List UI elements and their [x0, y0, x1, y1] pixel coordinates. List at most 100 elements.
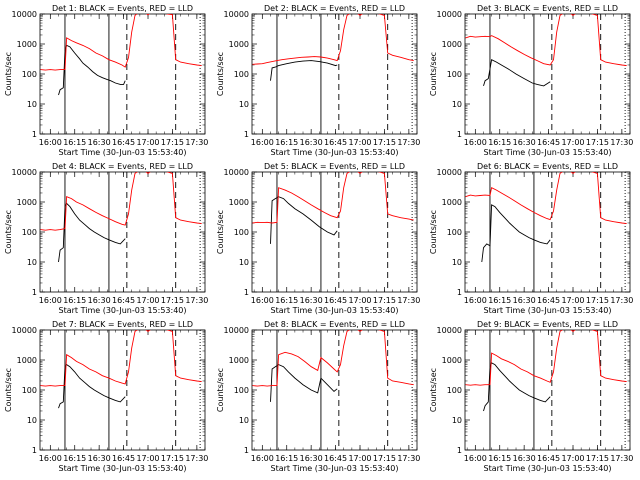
- y-tick-label: 10000: [12, 10, 37, 19]
- x-tick-label: 16:15: [63, 296, 86, 305]
- panel-title: Det 2: BLACK = Events, RED = LLD: [264, 4, 405, 13]
- x-tick-label: 16:30: [300, 138, 323, 147]
- plot-data: [252, 14, 414, 81]
- x-tick-label: 17:15: [586, 454, 609, 463]
- y-axis-label: Counts/sec: [429, 368, 438, 412]
- panel-title: Det 9: BLACK = Events, RED = LLD: [477, 320, 618, 329]
- x-tick-label: 17:00: [136, 296, 159, 305]
- series-line-lld: [465, 14, 627, 67]
- y-tick-label: 10000: [224, 168, 249, 177]
- x-tick-label: 16:00: [39, 296, 62, 305]
- x-tick-label: 16:15: [63, 138, 86, 147]
- y-tick-label: 10000: [224, 10, 249, 19]
- y-tick-label: 100: [234, 386, 249, 395]
- y-axis-label: Counts/sec: [429, 210, 438, 254]
- detector-panel-4: 1 10 100 1000 10000 16:00 16:15 16:30 16:45 17:00…: [4, 162, 208, 315]
- y-tick-label: 1: [457, 446, 462, 455]
- y-tick-label: 10: [452, 416, 462, 425]
- y-tick-label: 1: [457, 288, 462, 297]
- y-tick-label: 1: [244, 446, 249, 455]
- x-tick-label: 16:15: [275, 138, 298, 147]
- y-tick-label: 10000: [437, 326, 462, 335]
- x-tick-label: 17:30: [610, 296, 633, 305]
- x-tick-label: 16:30: [300, 454, 323, 463]
- x-tick-label: 17:30: [397, 296, 420, 305]
- x-axis-label: Start Time (30-Jun-03 15:53:40): [271, 148, 399, 157]
- series-line-lld: [252, 14, 414, 65]
- plot-data: [40, 14, 202, 96]
- detector-panel-6: 1 10 100 1000 10000 16:00 16:15 16:30 16:45 17:00…: [429, 162, 633, 315]
- y-tick-label: 10: [27, 100, 37, 109]
- x-tick-label: 17:00: [136, 138, 159, 147]
- y-tick-label: 10: [239, 416, 249, 425]
- y-tick-label: 1: [32, 288, 37, 297]
- x-tick-label: 16:15: [488, 296, 511, 305]
- y-tick-label: 10000: [437, 10, 462, 19]
- plot-data: [465, 14, 627, 87]
- x-axis-label: Start Time (30-Jun-03 15:53:40): [484, 148, 612, 157]
- x-tick-label: 17:00: [561, 454, 584, 463]
- y-tick-label: 10000: [437, 168, 462, 177]
- y-tick-label: 1000: [442, 356, 462, 365]
- series-line-events: [58, 44, 126, 96]
- y-tick-label: 100: [22, 228, 37, 237]
- x-tick-label: 17:30: [185, 296, 208, 305]
- x-axis-label: Start Time (30-Jun-03 15:53:40): [484, 464, 612, 473]
- x-tick-label: 16:45: [537, 454, 560, 463]
- x-tick-label: 16:00: [464, 138, 487, 147]
- x-axis-label: Start Time (30-Jun-03 15:53:40): [484, 306, 612, 315]
- panel-title: Det 4: BLACK = Events, RED = LLD: [52, 162, 193, 171]
- panel-title: Det 7: BLACK = Events, RED = LLD: [52, 320, 193, 329]
- x-tick-label: 16:45: [112, 296, 135, 305]
- series-line-events: [270, 196, 338, 244]
- x-tick-label: 17:30: [397, 138, 420, 147]
- x-tick-label: 17:30: [610, 454, 633, 463]
- x-tick-label: 17:30: [185, 454, 208, 463]
- x-tick-label: 16:45: [324, 454, 347, 463]
- x-tick-label: 17:00: [348, 138, 371, 147]
- y-tick-label: 1: [457, 130, 462, 139]
- y-tick-label: 1000: [17, 40, 37, 49]
- y-tick-label: 100: [234, 70, 249, 79]
- x-tick-label: 17:15: [586, 138, 609, 147]
- x-tick-label: 16:15: [275, 296, 298, 305]
- panel-title: Det 5: BLACK = Events, RED = LLD: [264, 162, 405, 171]
- x-tick-label: 16:15: [275, 454, 298, 463]
- y-axis-label: Counts/sec: [4, 368, 13, 412]
- x-tick-label: 16:15: [488, 138, 511, 147]
- y-tick-label: 10: [239, 258, 249, 267]
- detector-panel-5: 1 10 100 1000 10000 16:00 16:15 16:30 16:45 17:00…: [216, 162, 420, 315]
- x-tick-label: 17:30: [397, 454, 420, 463]
- y-axis-label: Counts/sec: [216, 210, 225, 254]
- y-tick-label: 10000: [12, 326, 37, 335]
- y-tick-label: 1000: [442, 198, 462, 207]
- x-tick-label: 17:00: [348, 296, 371, 305]
- series-line-events: [481, 204, 551, 263]
- x-tick-label: 17:30: [610, 138, 633, 147]
- plot-data: [40, 172, 202, 263]
- y-tick-label: 100: [22, 70, 37, 79]
- plot-data: [252, 330, 414, 402]
- y-tick-label: 1000: [17, 356, 37, 365]
- detector-panel-9: 1 10 100 1000 10000 16:00 16:15 16:30 16:45 17:00…: [429, 320, 633, 473]
- y-axis-label: Counts/sec: [216, 52, 225, 96]
- series-line-lld: [252, 330, 414, 387]
- x-tick-label: 17:00: [348, 454, 371, 463]
- x-tick-label: 17:15: [161, 454, 184, 463]
- x-tick-label: 16:00: [251, 138, 274, 147]
- y-tick-label: 100: [447, 70, 462, 79]
- detector-panel-3: 1 10 100 1000 10000 16:00 16:15 16:30 16:45 17:00…: [429, 4, 633, 157]
- plot-data: [465, 330, 627, 412]
- panel-title: Det 1: BLACK = Events, RED = LLD: [52, 4, 193, 13]
- series-line-events: [58, 202, 126, 263]
- y-axis-label: Counts/sec: [4, 52, 13, 96]
- x-tick-label: 16:00: [464, 296, 487, 305]
- x-tick-label: 16:45: [537, 296, 560, 305]
- x-axis-label: Start Time (30-Jun-03 15:53:40): [271, 464, 399, 473]
- y-tick-label: 1000: [229, 356, 249, 365]
- x-tick-label: 16:30: [88, 138, 111, 147]
- series-line-lld: [40, 172, 202, 231]
- x-tick-label: 17:00: [561, 138, 584, 147]
- y-tick-label: 100: [234, 228, 249, 237]
- y-tick-label: 10: [27, 258, 37, 267]
